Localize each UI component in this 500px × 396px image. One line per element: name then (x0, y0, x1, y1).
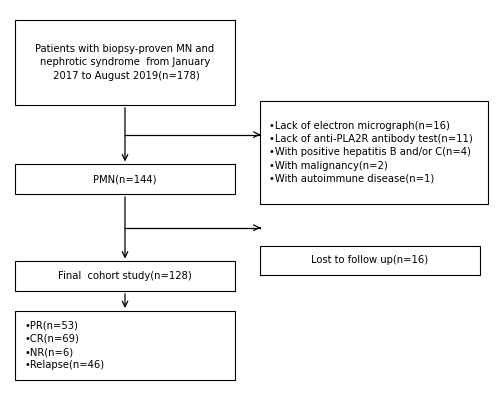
FancyBboxPatch shape (15, 261, 235, 291)
FancyBboxPatch shape (260, 246, 480, 275)
Text: •Lack of electron micrograph(n=16)
•Lack of anti-PLA2R antibody test(n=11)
•With: •Lack of electron micrograph(n=16) •Lack… (269, 121, 473, 184)
Text: PMN(n=144): PMN(n=144) (93, 174, 157, 184)
Text: •PR(n=53)
•CR(n=69)
•NR(n=6)
•Relapse(n=46): •PR(n=53) •CR(n=69) •NR(n=6) •Relapse(n=… (24, 321, 104, 370)
Text: Lost to follow up(n=16): Lost to follow up(n=16) (312, 255, 428, 265)
FancyBboxPatch shape (15, 311, 235, 380)
FancyBboxPatch shape (260, 101, 488, 204)
Text: Final  cohort study(n=128): Final cohort study(n=128) (58, 271, 192, 281)
FancyBboxPatch shape (15, 20, 235, 105)
FancyBboxPatch shape (15, 164, 235, 194)
Text: Patients with biopsy-proven MN and
nephrotic syndrome  from January
 2017 to Aug: Patients with biopsy-proven MN and nephr… (36, 44, 214, 80)
